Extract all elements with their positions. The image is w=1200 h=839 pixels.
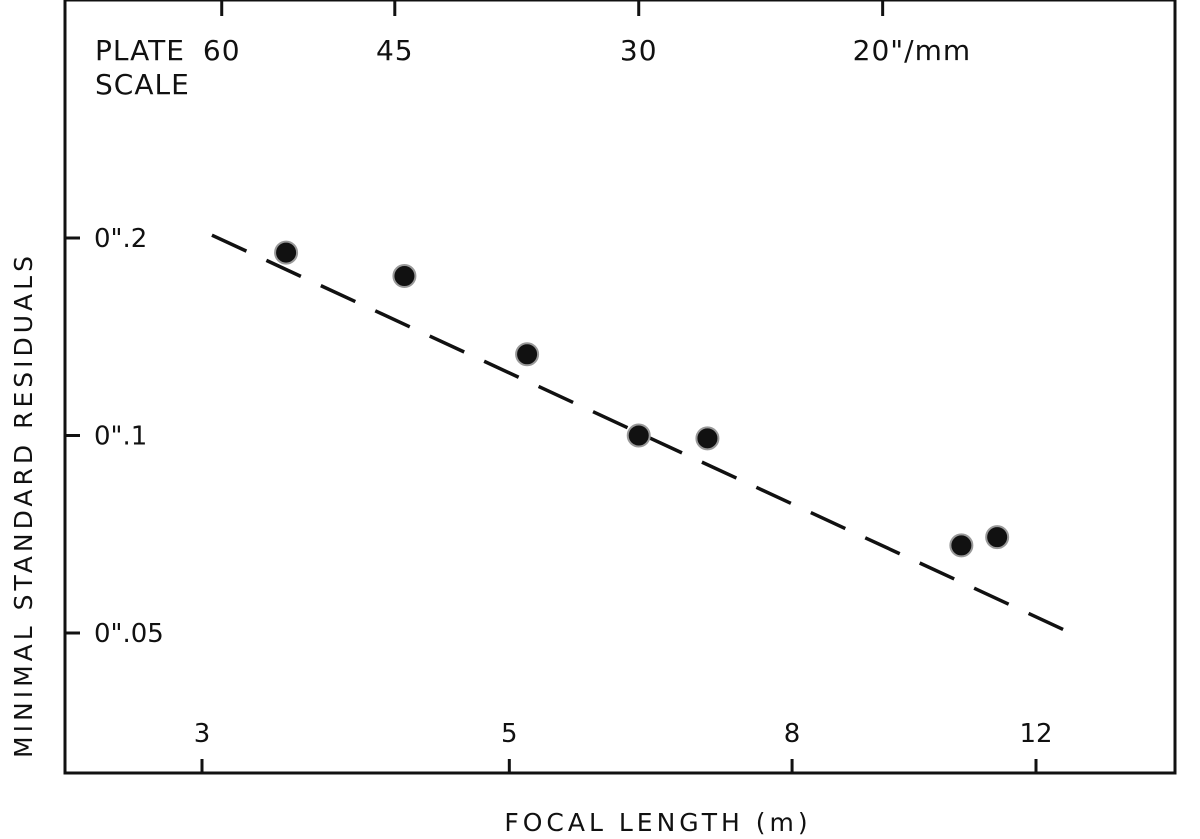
top-tick-label: 60 (203, 34, 241, 67)
data-point (274, 240, 299, 265)
x-axis-ticks: 3 5 8 12 (194, 719, 1053, 773)
top-tick-label: 20"/mm (853, 34, 972, 67)
y-axis-title: MINIMAL STANDARD RESIDUALS (9, 252, 38, 758)
y-tick-label: 0".2 (94, 224, 147, 254)
top-axis-title-line1: PLATE (95, 34, 185, 67)
x-tick-label: 12 (1019, 719, 1052, 749)
data-points (274, 240, 1010, 558)
data-point (985, 525, 1010, 550)
top-tick-label: 30 (620, 34, 658, 67)
plot-frame (63, 0, 1177, 775)
data-point (949, 533, 974, 558)
data-point (515, 342, 540, 367)
data-point (626, 423, 651, 448)
x-tick-label: 8 (784, 719, 801, 749)
x-tick-label: 5 (501, 719, 518, 749)
top-axis-title-line2: SCALE (95, 68, 190, 101)
top-tick-label: 45 (376, 34, 414, 67)
y-tick-label: 0".05 (94, 619, 164, 649)
x-axis-title: FOCAL LENGTH (m) (504, 808, 811, 837)
top-axis-ticks: 60 45 30 20"/mm (203, 0, 972, 67)
data-point (392, 264, 417, 289)
data-point (695, 426, 720, 451)
fit-line (211, 233, 1081, 639)
y-tick-label: 0".1 (94, 422, 147, 452)
x-tick-label: 3 (194, 719, 211, 749)
y-axis-ticks: 0".2 0".1 0".05 (65, 224, 164, 649)
